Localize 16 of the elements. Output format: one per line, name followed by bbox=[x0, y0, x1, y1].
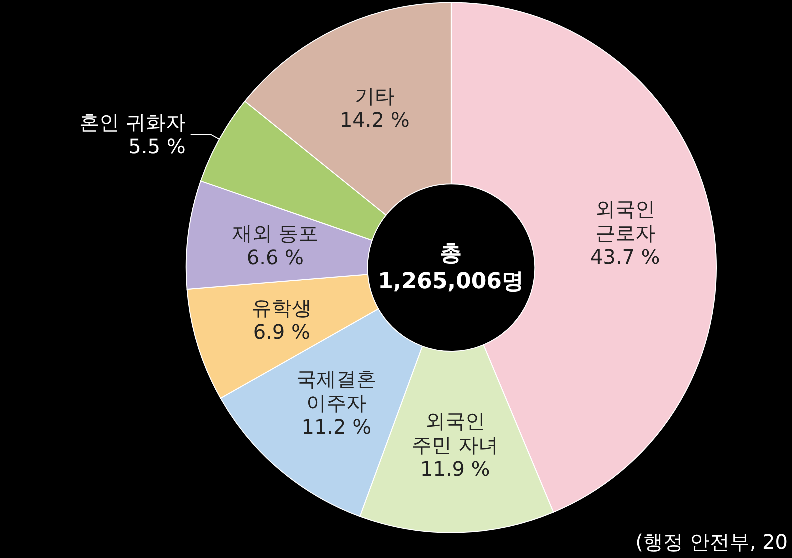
text: (행정 안전부, 20 bbox=[636, 530, 788, 554]
slice-label: 재외 동포 bbox=[232, 222, 319, 246]
slice-label: 외국인 근로자 bbox=[595, 196, 656, 245]
data-label: 11.9 % bbox=[420, 457, 490, 482]
slice-label: 유학생 bbox=[252, 296, 312, 320]
data-label: 6.9 % bbox=[253, 320, 310, 344]
data-label: 11.2 % bbox=[302, 415, 372, 440]
text: 총 1,265,006명 bbox=[378, 242, 524, 294]
slice-label: 국제결혼 이주자 bbox=[296, 367, 377, 416]
slice-label: 혼인 귀화자 bbox=[79, 110, 186, 135]
data-label: 6.6 % bbox=[246, 246, 304, 270]
data-label: 14.2 % bbox=[340, 108, 410, 132]
slice-label: 외국인 주민 자녀 bbox=[412, 409, 499, 458]
data-label: 5.5 % bbox=[128, 134, 186, 159]
slice-label: 기타 bbox=[354, 84, 395, 108]
data-label: 43.7 % bbox=[590, 244, 660, 269]
